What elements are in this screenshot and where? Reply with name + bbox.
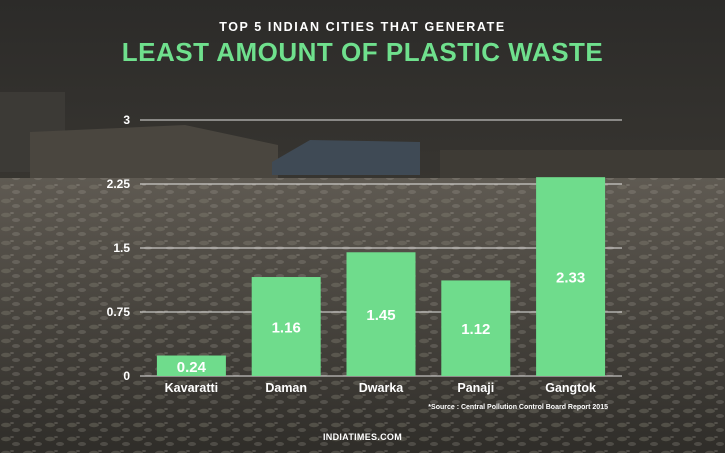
value-label: 1.16: [272, 320, 301, 337]
source-note: *Source : Central Pollution Control Boar…: [428, 404, 608, 411]
category-label: Kavaratti: [165, 381, 219, 395]
y-tick-label: 0: [123, 369, 130, 383]
chart-title: LEAST AMOUNT OF PLASTIC WASTE: [121, 37, 604, 67]
y-tick-label: 1.5: [113, 241, 130, 255]
chart-subtitle: TOP 5 INDIAN CITIES THAT GENERATE: [219, 20, 506, 34]
y-tick-label: 3: [123, 113, 130, 127]
bars: [156, 177, 606, 376]
bar-kavaratti: [156, 355, 226, 376]
site-credit: INDIATIMES.COM: [322, 432, 403, 442]
bar-panaji: [441, 280, 511, 376]
bar-gangtok: [536, 177, 606, 376]
category-label: Gangtok: [545, 381, 596, 395]
bar-daman: [251, 277, 321, 376]
value-labels: 0.24 1.16 1.45 1.12 2.33: [177, 270, 585, 376]
x-axis-labels: Kavaratti Daman Dwarka Panaji Gangtok: [165, 381, 596, 395]
bar-dwarka: [346, 252, 416, 376]
value-label: 1.12: [461, 321, 490, 338]
value-label: 2.33: [556, 270, 585, 287]
category-label: Panaji: [457, 381, 494, 395]
category-label: Daman: [265, 381, 307, 395]
y-axis-ticks: 0 0.75 1.5 2.25 3: [107, 113, 131, 383]
y-tick-label: 2.25: [107, 177, 131, 191]
value-label: 0.24: [177, 359, 207, 376]
value-label: 1.45: [366, 307, 395, 324]
y-tick-label: 0.75: [107, 305, 131, 319]
category-label: Dwarka: [359, 381, 405, 395]
